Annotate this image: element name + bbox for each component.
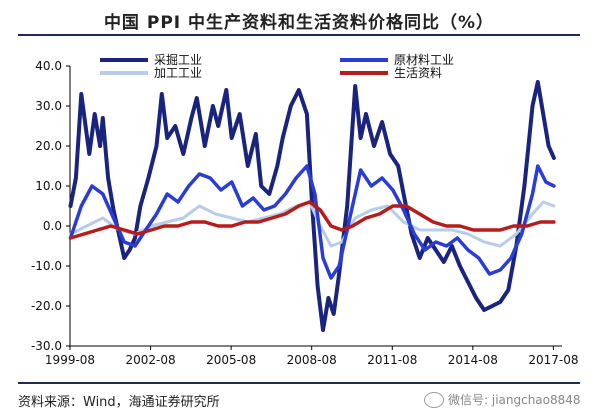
x-tick-label: 2008-08 bbox=[287, 353, 337, 367]
y-tick-label: -20.0 bbox=[31, 299, 62, 313]
x-tick-label: 2005-08 bbox=[206, 353, 256, 367]
series-line bbox=[68, 164, 556, 280]
x-tick-label: 1999-08 bbox=[45, 353, 95, 367]
y-tick-label: 10.0 bbox=[35, 179, 62, 193]
y-tick-label: 40.0 bbox=[35, 59, 62, 73]
x-tick-label: 2014-08 bbox=[448, 353, 498, 367]
y-tick-label: 30.0 bbox=[35, 99, 62, 113]
chart-title: 中国 PPI 中生产资料和生活资料价格同比（%） bbox=[103, 13, 495, 33]
source-note: 资料来源：Wind，海通证券研究所 bbox=[18, 395, 220, 410]
watermark: 微信号: jiangchao8848 bbox=[424, 391, 581, 408]
wechat-icon bbox=[424, 391, 444, 408]
series-line bbox=[68, 200, 556, 240]
y-tick-label: 20.0 bbox=[35, 139, 62, 153]
legend-label: 生活资料 bbox=[394, 66, 442, 80]
y-tick-label: -10.0 bbox=[31, 259, 62, 273]
x-tick-label: 2017-08 bbox=[528, 353, 578, 367]
y-tick-label: -30.0 bbox=[31, 339, 62, 353]
watermark-text: 微信号: jiangchao8848 bbox=[448, 393, 581, 407]
x-tick-label: 2011-08 bbox=[367, 353, 417, 367]
y-tick-label: 0.0 bbox=[43, 219, 62, 233]
x-tick-label: 2002-08 bbox=[125, 353, 175, 367]
source-rule bbox=[18, 382, 580, 384]
legend-label: 采掘工业 bbox=[154, 52, 202, 67]
legend-label: 原材料工业 bbox=[394, 53, 454, 67]
title-rule bbox=[18, 34, 580, 36]
series-line bbox=[68, 80, 556, 332]
legend-label: 加工工业 bbox=[154, 66, 202, 80]
